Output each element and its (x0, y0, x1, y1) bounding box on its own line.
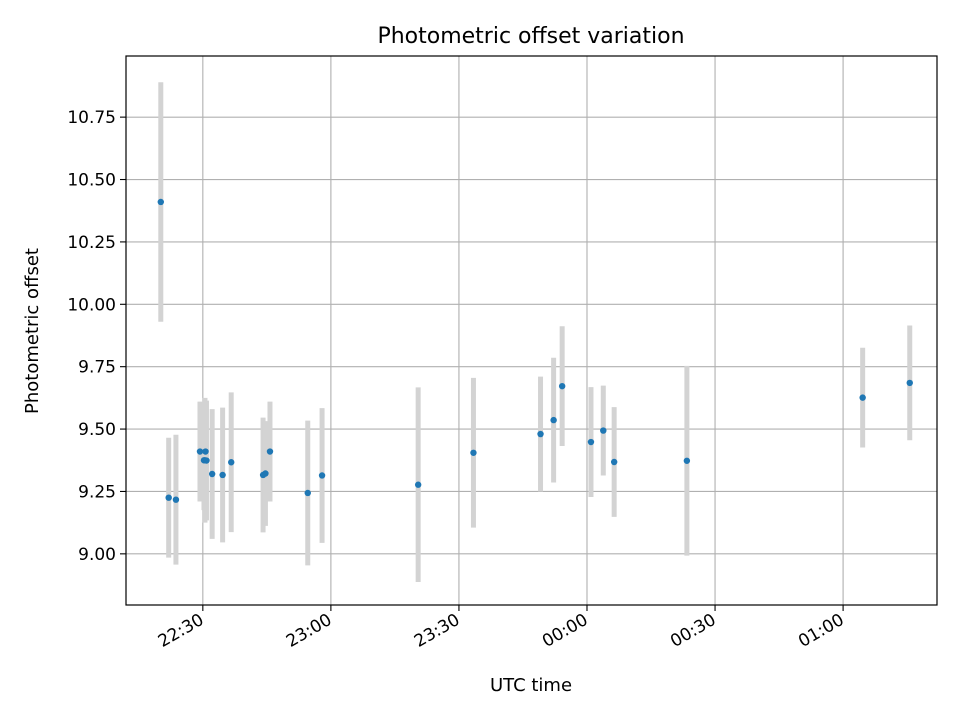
y-tick-label: 10.00 (67, 295, 116, 315)
y-tick-label: 10.75 (67, 108, 116, 128)
grid-lines (126, 56, 937, 605)
y-tick-label: 9.25 (78, 482, 116, 502)
data-point (550, 416, 557, 424)
data-point (470, 449, 477, 456)
y-tick-label: 10.25 (67, 233, 116, 253)
data-point (587, 438, 595, 446)
data-point (208, 470, 216, 478)
plot-frame (125, 55, 938, 606)
data-point (304, 489, 311, 497)
y-axis-ticks: 9.00 9.25 9.50 9.75 10.00 10.25 10.50 10.75 (67, 108, 126, 565)
y-tick-label: 10.50 (67, 171, 116, 191)
data-point (537, 430, 544, 438)
data-point (600, 427, 607, 434)
data-points (157, 198, 913, 503)
data-point (165, 494, 172, 501)
data-point (157, 198, 164, 206)
data-point (203, 457, 210, 464)
data-point (219, 471, 226, 479)
data-point (414, 481, 422, 488)
data-point (266, 448, 274, 455)
data-point (202, 448, 209, 455)
data-point (558, 382, 566, 390)
data-point (610, 458, 618, 466)
data-point (228, 459, 235, 466)
y-tick-label: 9.75 (78, 358, 116, 378)
chart-title: Photometric offset variation (377, 24, 684, 49)
y-axis-label: Photometric offset (22, 248, 43, 414)
y-tick-label: 9.50 (78, 420, 116, 440)
data-point (196, 448, 204, 455)
y-tick-label: 9.00 (78, 545, 116, 565)
data-point (859, 394, 866, 401)
data-point (906, 379, 913, 387)
x-axis-label: UTC time (490, 675, 572, 696)
data-point (318, 472, 326, 479)
data-point (683, 457, 691, 464)
data-point (262, 470, 269, 477)
data-point (172, 496, 180, 503)
